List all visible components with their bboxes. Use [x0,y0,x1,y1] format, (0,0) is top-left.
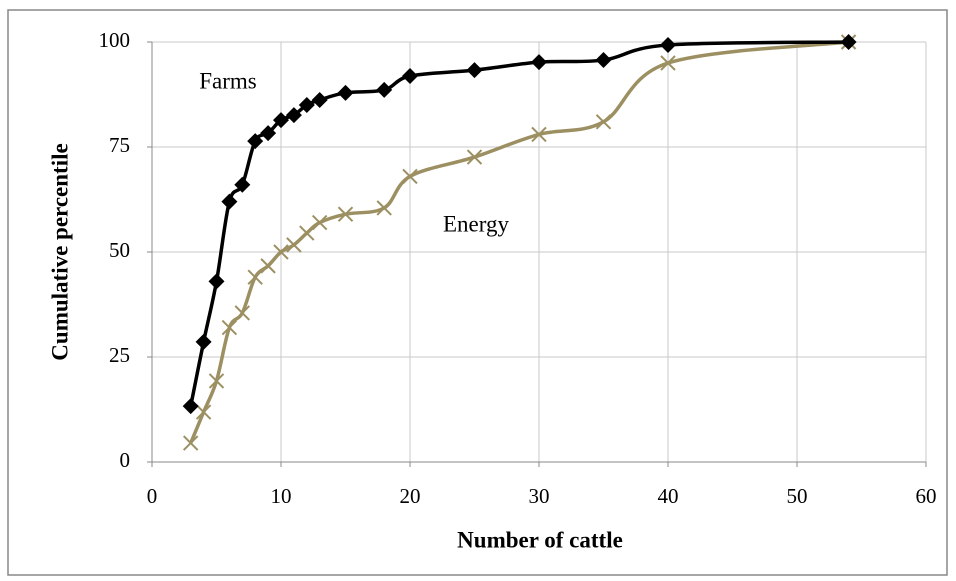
y-tick-label: 0 [120,448,131,472]
point [208,373,225,389]
x-tick-label: 20 [400,484,421,508]
point [273,244,289,260]
point [660,36,676,53]
point [195,404,212,420]
point [376,81,393,98]
x-axis-label: Number of cattle [457,527,623,552]
y-tick-label: 100 [99,28,131,52]
x-tick-label: 10 [271,484,292,508]
point [260,258,276,274]
point [247,133,264,150]
point [531,126,547,143]
x-tick-label: 40 [658,484,679,508]
chart-frame [7,9,948,576]
x-tick-label: 0 [147,484,158,508]
point [311,91,328,108]
point [221,319,238,336]
point [402,168,418,185]
point [337,84,354,101]
point [221,193,238,210]
point [376,200,392,216]
point [182,398,199,415]
point [260,125,277,142]
point [234,176,251,193]
x-tick-label: 50 [787,484,808,508]
point [247,269,263,285]
point [531,54,547,71]
point [402,68,418,85]
point [466,62,483,79]
point [311,214,328,231]
x-tick-label: 30 [529,484,550,508]
point [466,149,483,165]
x-tick-label: 60 [916,484,937,508]
y-axis-label: Cumulative percentile [47,143,72,360]
point [299,225,315,241]
point [182,435,199,451]
annotation: Energy [443,211,510,236]
point [234,305,251,321]
point [337,206,354,222]
point [660,55,676,71]
point [195,333,212,350]
y-tick-label: 25 [109,343,130,367]
point [840,34,857,50]
y-tick-label: 75 [109,133,130,157]
y-tick-label: 50 [109,238,130,262]
annotation: Farms [199,68,257,93]
point [595,114,612,130]
point [595,52,612,69]
point [286,237,302,253]
point [298,97,315,113]
point [285,107,302,124]
point [208,273,225,290]
point [273,112,289,129]
